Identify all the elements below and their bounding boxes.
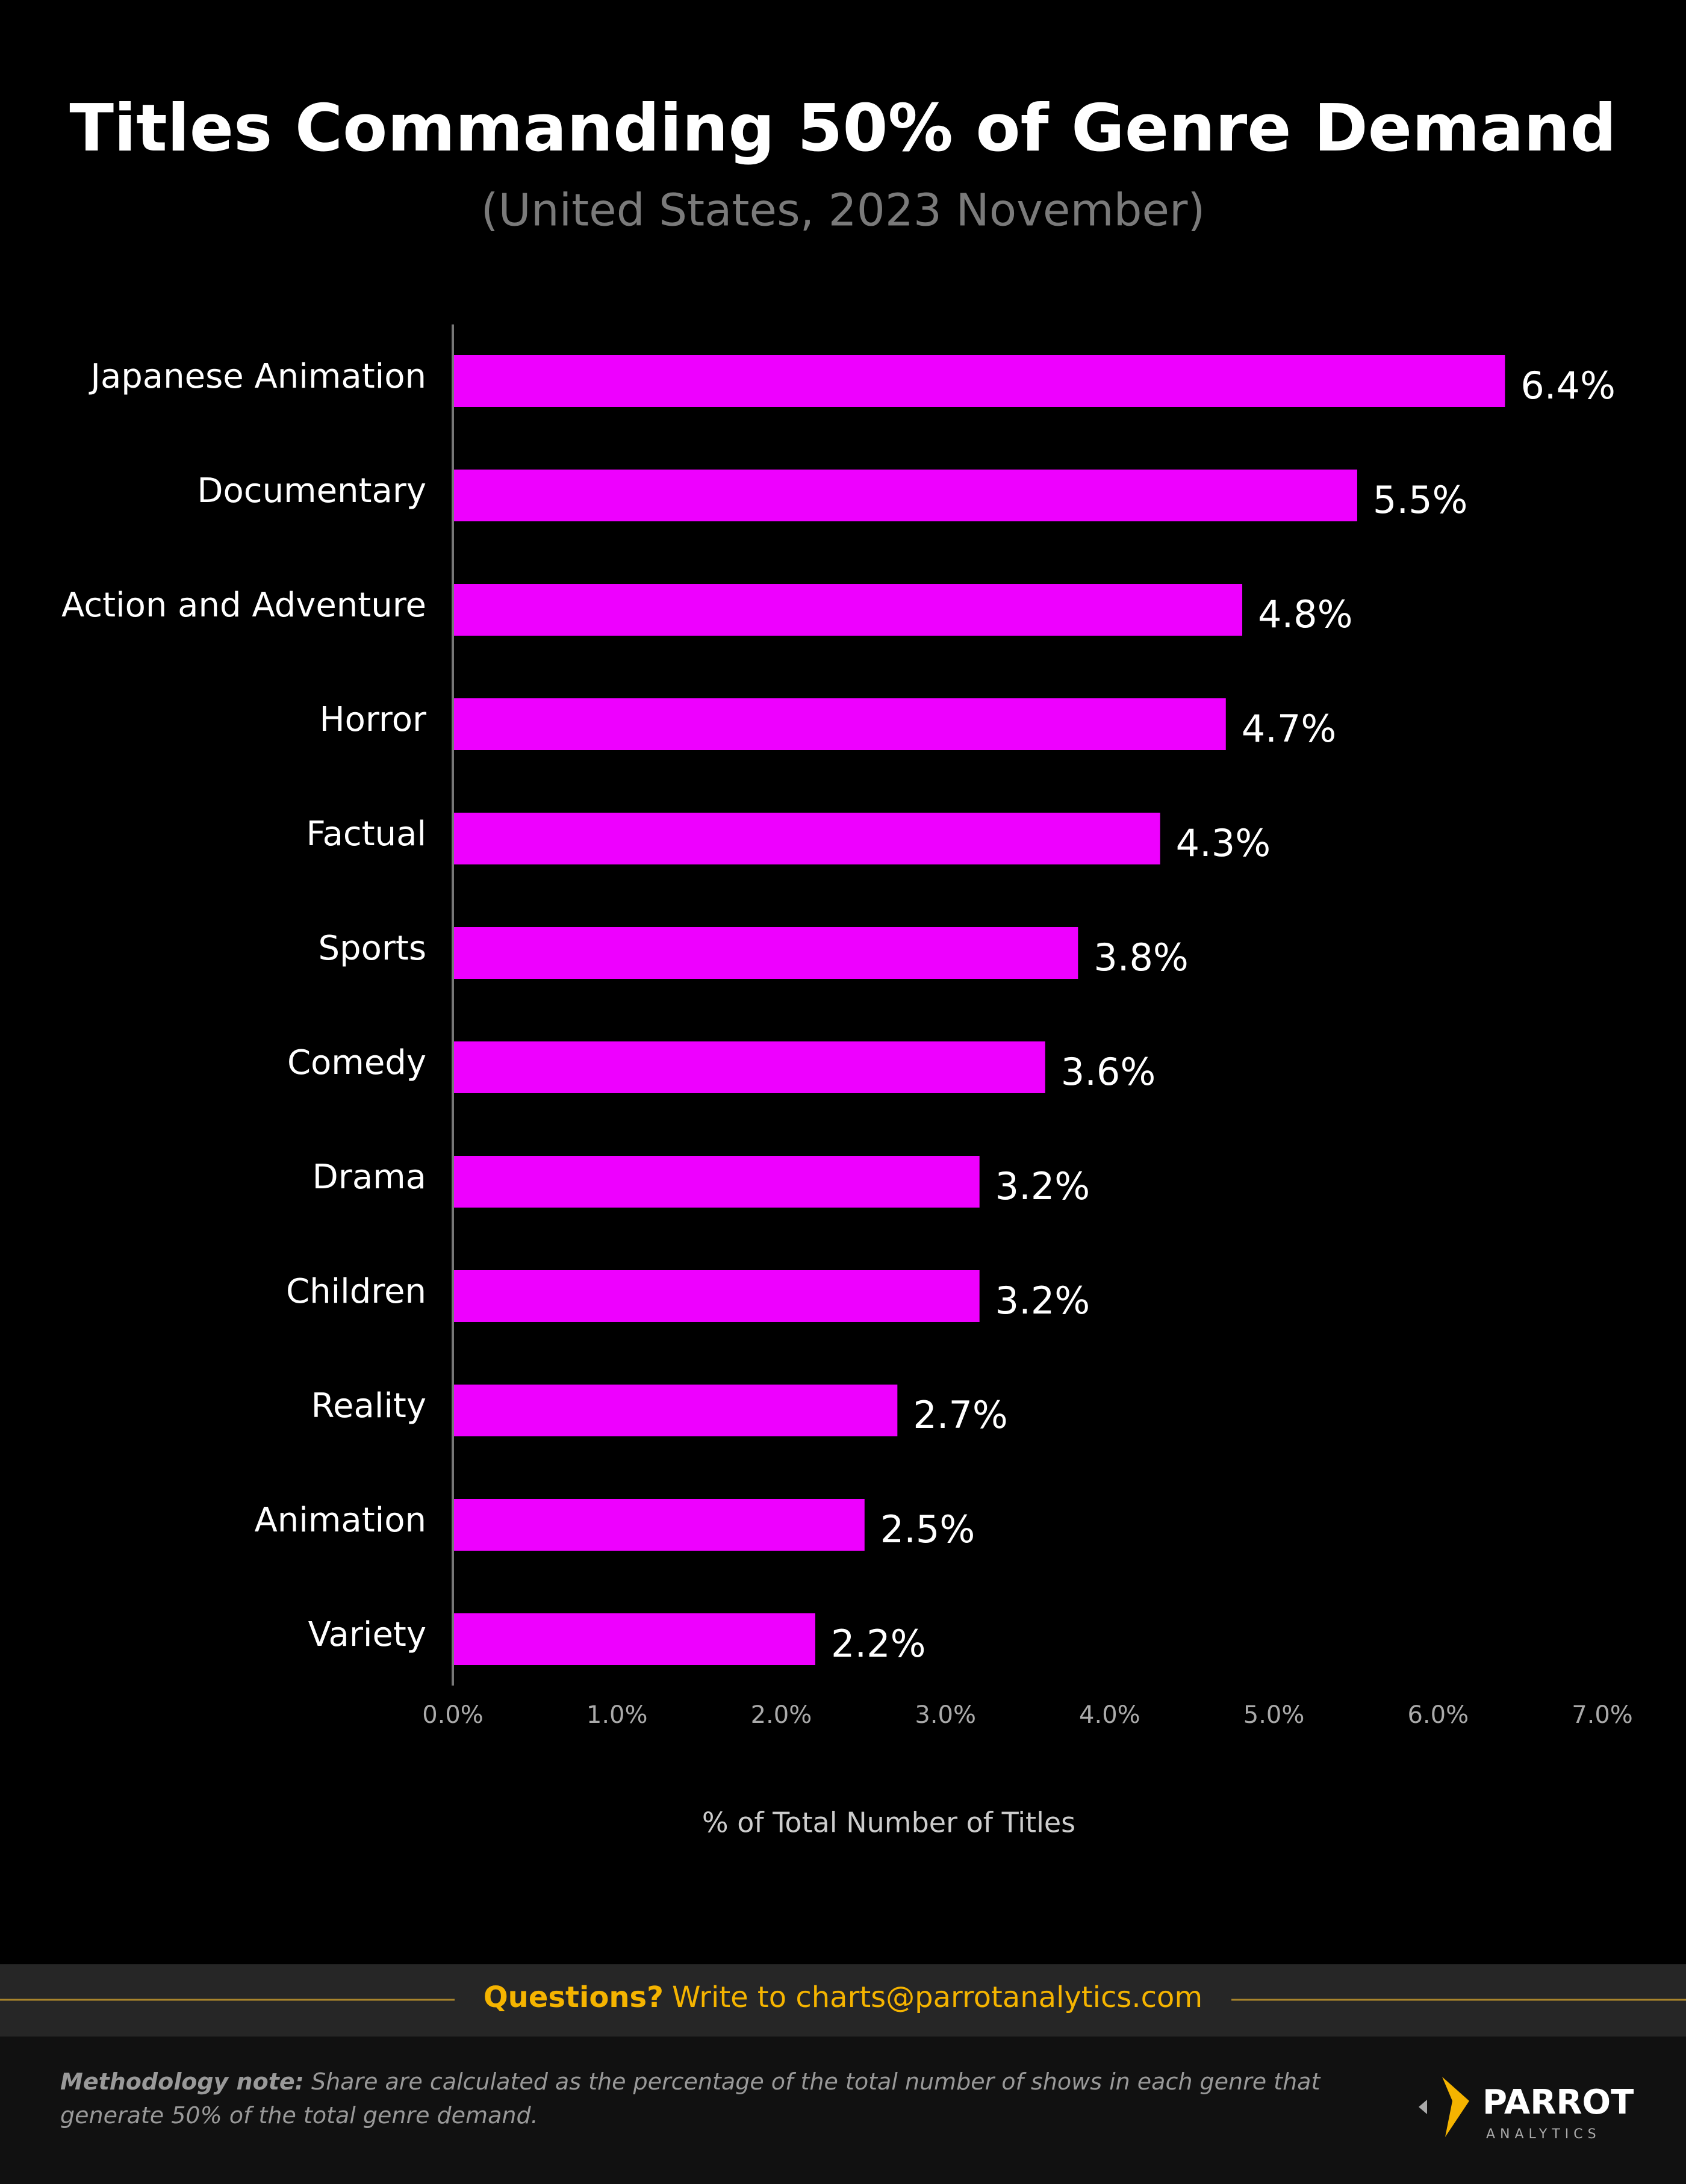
x-tick-label: 6.0% bbox=[1407, 1701, 1469, 1729]
value-label: 3.6% bbox=[1061, 1050, 1156, 1094]
bar bbox=[454, 813, 1160, 864]
value-label: 3.2% bbox=[995, 1279, 1090, 1323]
value-label: 2.5% bbox=[880, 1507, 975, 1551]
x-tick-label: 5.0% bbox=[1243, 1701, 1305, 1729]
bar bbox=[454, 698, 1226, 750]
footer-question: Questions? Write to charts@parrotanalytic… bbox=[484, 1981, 1202, 2014]
bar bbox=[454, 1613, 815, 1665]
x-tick-label: 7.0% bbox=[1572, 1701, 1633, 1729]
value-label: 3.2% bbox=[995, 1164, 1090, 1208]
value-label: 6.4% bbox=[1520, 364, 1616, 408]
bar bbox=[454, 1499, 865, 1551]
y-tick-label: Factual bbox=[306, 814, 427, 854]
y-tick-label: Variety bbox=[308, 1615, 426, 1654]
value-label: 4.8% bbox=[1258, 592, 1353, 636]
bar bbox=[454, 927, 1078, 979]
bar bbox=[454, 1270, 980, 1322]
value-label: 4.3% bbox=[1176, 821, 1271, 865]
note-lead: Methodology note: bbox=[60, 2068, 304, 2095]
logo-sub: ANALYTICS bbox=[1486, 2127, 1601, 2142]
logo-mark bbox=[1442, 2077, 1469, 2137]
y-tick-label: Drama bbox=[313, 1158, 426, 1197]
y-tick-label: Japanese Animation bbox=[89, 357, 426, 396]
logo-name: PARROT bbox=[1482, 2083, 1634, 2122]
value-label: 3.8% bbox=[1093, 935, 1189, 979]
bar bbox=[454, 1156, 980, 1208]
bar bbox=[454, 470, 1357, 521]
bar bbox=[454, 355, 1505, 407]
x-tick-label: 0.0% bbox=[422, 1701, 484, 1729]
bar bbox=[454, 584, 1243, 636]
value-label: 2.7% bbox=[913, 1393, 1008, 1437]
note-text: Share are calculated as the percentage o… bbox=[60, 2068, 1320, 2129]
x-tick-label: 2.0% bbox=[751, 1701, 812, 1729]
question-text: Write to charts@parrotanalytics.com bbox=[672, 1981, 1202, 2014]
methodology-note: Methodology note: Share are calculated a… bbox=[60, 2065, 1361, 2132]
value-label: 4.7% bbox=[1242, 707, 1337, 751]
bar bbox=[454, 1385, 898, 1436]
x-tick-label: 1.0% bbox=[586, 1701, 648, 1729]
value-label: 5.5% bbox=[1373, 478, 1468, 522]
y-tick-label: Animation bbox=[255, 1501, 427, 1540]
y-tick-label: Sports bbox=[318, 929, 426, 968]
y-tick-label: Action and Adventure bbox=[61, 586, 426, 625]
background bbox=[0, 0, 1686, 1964]
y-tick-label: Documentary bbox=[197, 471, 426, 510]
bar bbox=[454, 1041, 1045, 1093]
footer-bottom bbox=[0, 2037, 1686, 2184]
logo-arrow bbox=[1419, 2100, 1427, 2114]
chart-title: Titles Commanding 50% of Genre Demand bbox=[69, 91, 1616, 166]
x-tick-label: 4.0% bbox=[1079, 1701, 1140, 1729]
x-tick-label: 3.0% bbox=[915, 1701, 976, 1729]
value-label: 2.2% bbox=[831, 1622, 926, 1666]
y-tick-label: Reality bbox=[311, 1386, 426, 1425]
question-lead: Questions? bbox=[484, 1981, 664, 2014]
x-axis-title: % of Total Number of Titles bbox=[702, 1807, 1075, 1839]
y-tick-label: Horror bbox=[320, 700, 427, 739]
chart-subtitle: (United States, 2023 November) bbox=[481, 185, 1205, 237]
y-tick-label: Comedy bbox=[287, 1043, 426, 1082]
y-tick-label: Children bbox=[286, 1272, 426, 1311]
